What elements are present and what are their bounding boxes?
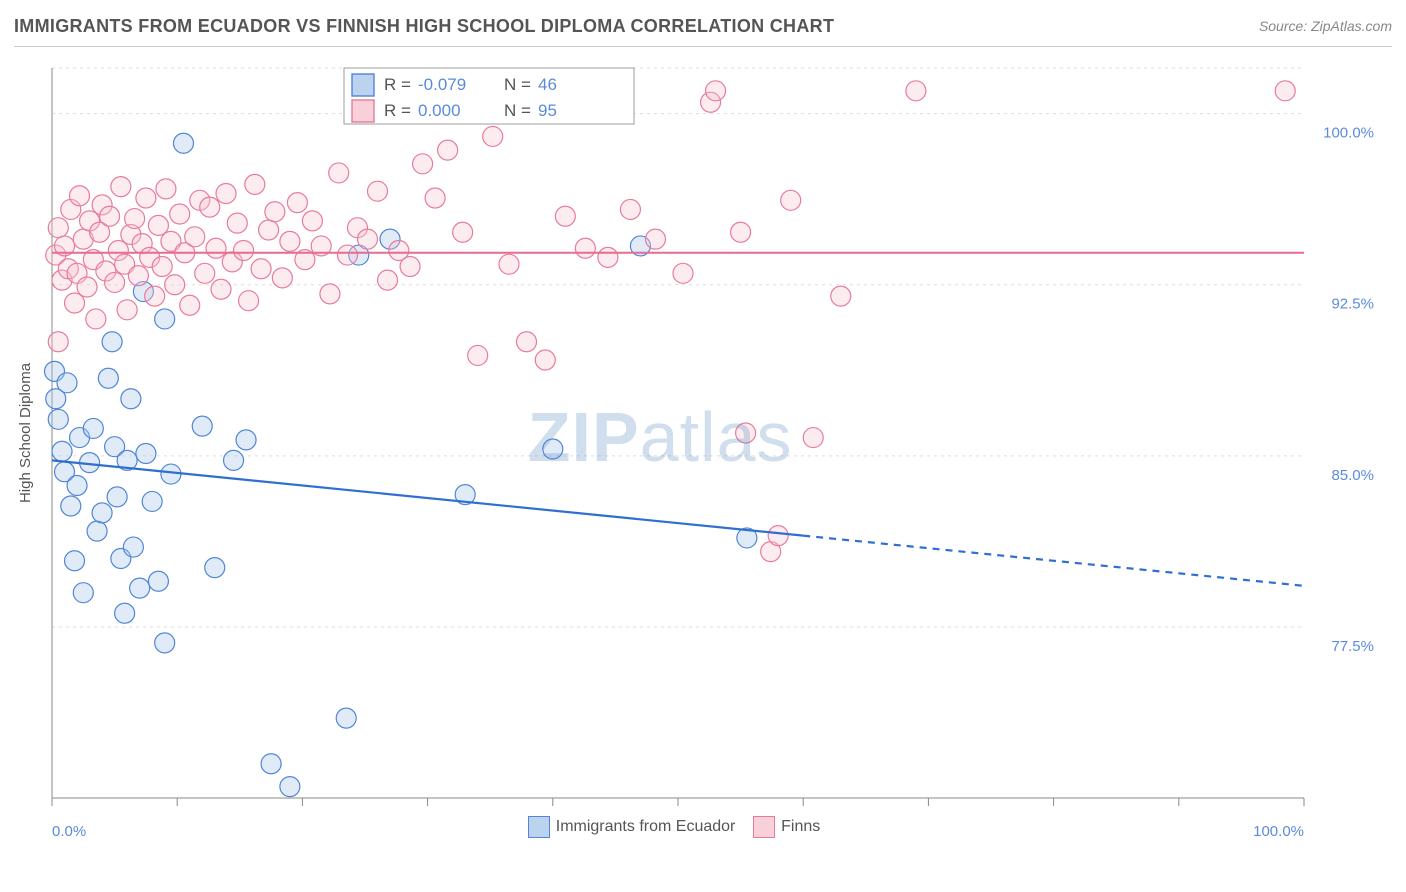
svg-text:95: 95 [538, 101, 557, 120]
svg-text:R =: R = [384, 75, 411, 94]
svg-text:100.0%: 100.0% [1323, 125, 1374, 142]
svg-text:R =: R = [384, 101, 411, 120]
svg-text:0.000: 0.000 [418, 101, 461, 120]
svg-text:92.5%: 92.5% [1331, 296, 1374, 313]
svg-text:-0.079: -0.079 [418, 75, 466, 94]
svg-text:85.0%: 85.0% [1331, 467, 1374, 484]
legend-series-label: Finns [781, 818, 820, 835]
bottom-legend: Immigrants from Ecuador Finns [528, 816, 838, 838]
header: IMMIGRANTS FROM ECUADOR VS FINNISH HIGH … [14, 12, 1392, 47]
svg-text:100.0%: 100.0% [1253, 823, 1304, 840]
source-label: Source: ZipAtlas.com [1259, 18, 1392, 34]
chart-area: 77.5% 85.0% 92.5% 100.0% 0.0% 100.0% High Scho… [14, 54, 1392, 864]
svg-text:High School Diploma: High School Diploma [17, 362, 34, 503]
chart-title: IMMIGRANTS FROM ECUADOR VS FINNISH HIGH … [14, 16, 834, 37]
scatter-chart: 77.5% 85.0% 92.5% 100.0% 0.0% 100.0% High Scho… [14, 54, 1392, 864]
svg-text:N =: N = [504, 101, 531, 120]
svg-text:0.0%: 0.0% [52, 823, 86, 840]
legend-series-label: Immigrants from Ecuador [556, 818, 736, 835]
svg-text:77.5%: 77.5% [1331, 638, 1374, 655]
svg-text:N =: N = [504, 75, 531, 94]
svg-text:46: 46 [538, 75, 557, 94]
